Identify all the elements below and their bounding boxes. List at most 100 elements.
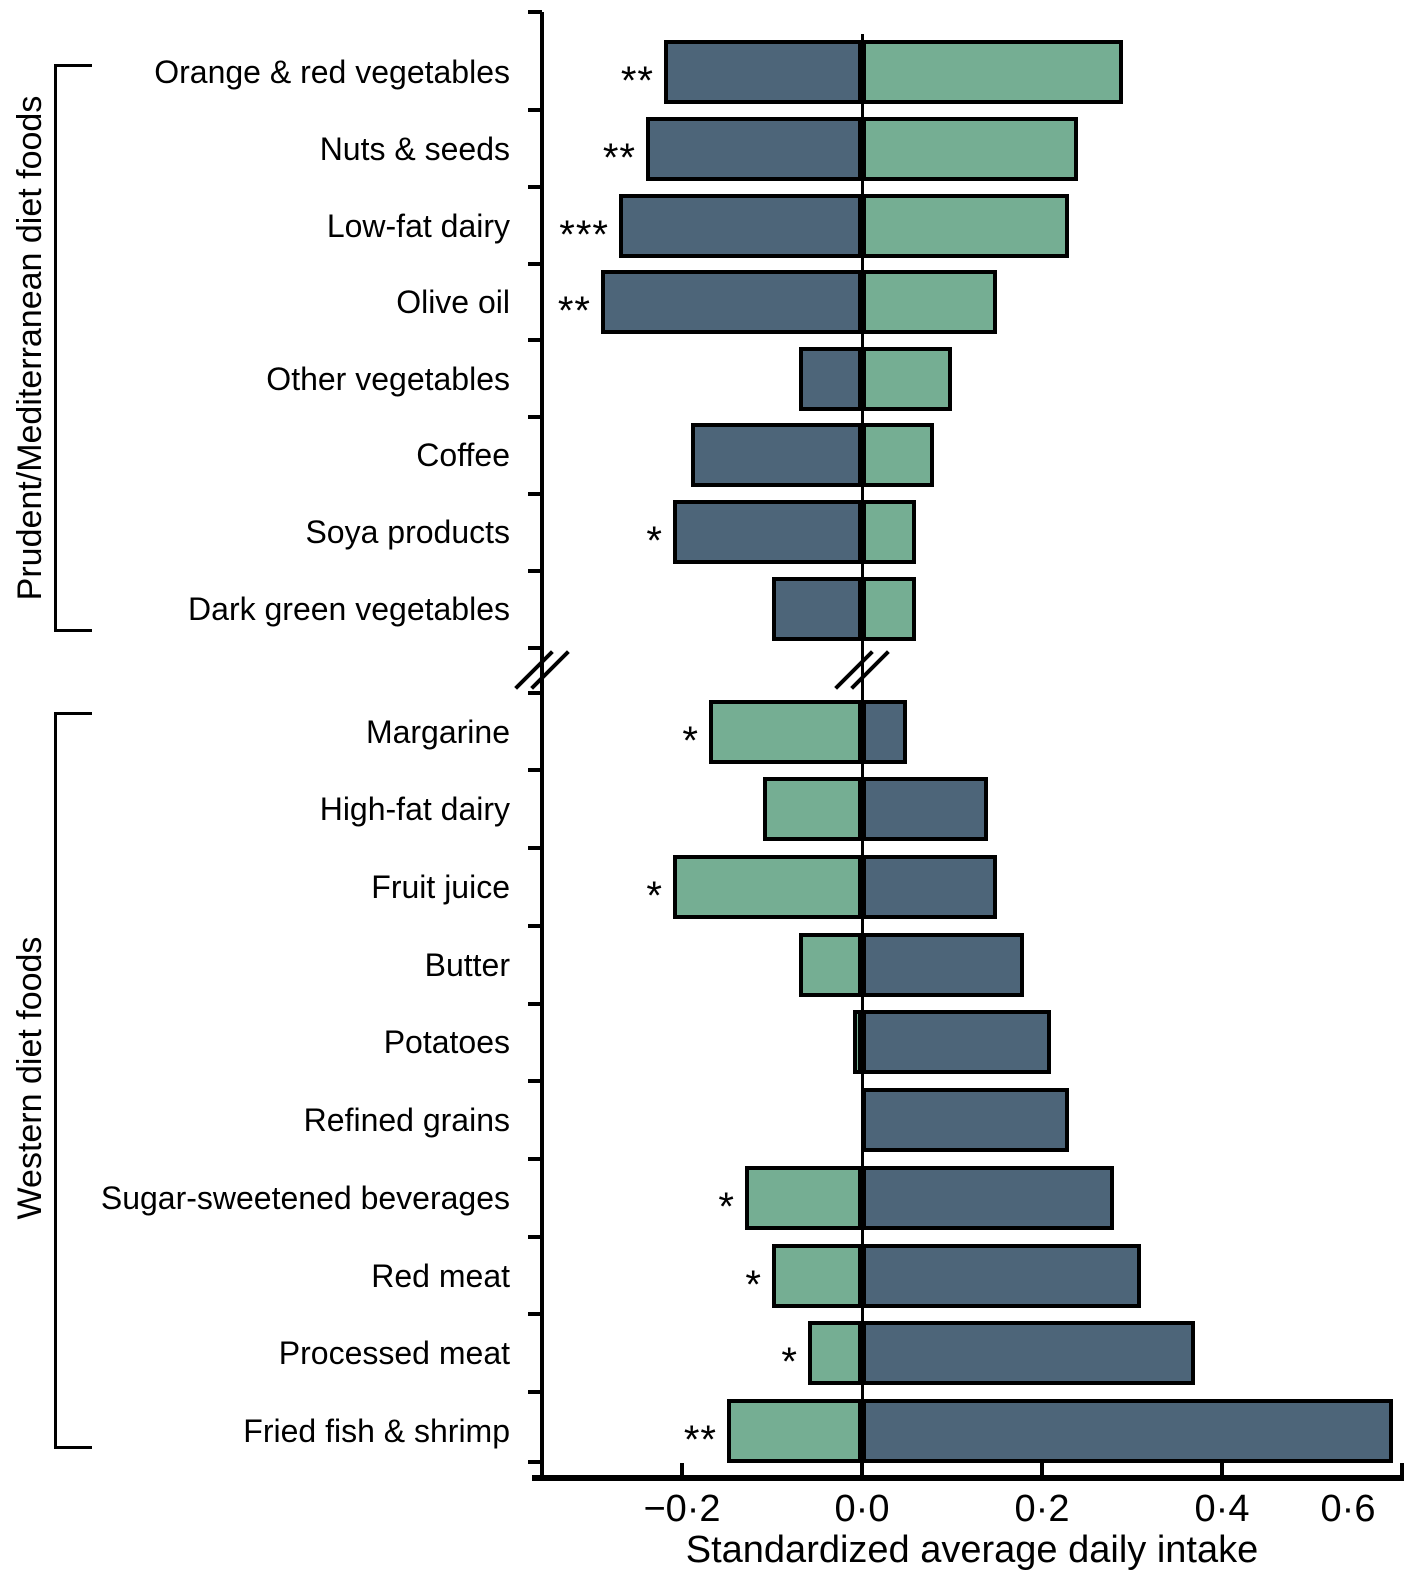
category-label: High-fat dairy bbox=[319, 791, 510, 827]
category-label: Orange & red vegetables bbox=[154, 54, 510, 90]
bracket-top-group-lower-tick bbox=[54, 629, 92, 632]
significance-stars-text: *** bbox=[559, 212, 609, 257]
x-axis-tick bbox=[1040, 1463, 1044, 1475]
significance-stars: * bbox=[646, 855, 663, 919]
bar-positive bbox=[862, 1010, 1051, 1074]
category-label: Low-fat dairy bbox=[326, 208, 510, 244]
significance-stars-text: * bbox=[745, 1262, 762, 1307]
x-axis-spine bbox=[532, 1475, 1404, 1481]
bar-negative bbox=[601, 270, 862, 334]
y-axis-tick bbox=[528, 569, 542, 573]
y-axis-tick bbox=[528, 1460, 542, 1464]
y-axis-spine bbox=[540, 12, 544, 1478]
y-axis-tick bbox=[528, 185, 542, 189]
category-label: Sugar-sweetened beverages bbox=[100, 1180, 510, 1216]
bar-negative bbox=[745, 1166, 862, 1230]
bar-positive bbox=[862, 270, 997, 334]
category-label: Potatoes bbox=[383, 1024, 510, 1060]
bar-positive bbox=[862, 855, 997, 919]
significance-stars-text: ** bbox=[602, 135, 636, 180]
y-axis-tick bbox=[528, 691, 542, 695]
y-axis-tick bbox=[528, 108, 542, 112]
category-label: Fruit juice bbox=[371, 869, 510, 905]
y-axis-tick bbox=[528, 10, 542, 14]
bar-negative bbox=[808, 1321, 862, 1385]
bar-positive bbox=[862, 1244, 1141, 1308]
y-axis-tick bbox=[528, 338, 542, 342]
bar-negative bbox=[772, 577, 862, 641]
y-axis-tick bbox=[528, 1235, 542, 1239]
bar-positive bbox=[862, 700, 907, 764]
y-axis-tick bbox=[528, 924, 542, 928]
bar-negative bbox=[727, 1399, 862, 1463]
bar-positive bbox=[862, 577, 916, 641]
significance-stars: ** bbox=[684, 1399, 717, 1463]
category-label: Dark green vegetables bbox=[188, 591, 510, 627]
significance-stars: * bbox=[718, 1166, 735, 1230]
bar-positive bbox=[862, 347, 952, 411]
significance-stars-text: ** bbox=[683, 1417, 717, 1462]
y-axis-tick bbox=[528, 768, 542, 772]
category-label: Butter bbox=[424, 947, 510, 983]
bracket-bottom-group-upper-tick bbox=[54, 712, 92, 715]
bar-positive bbox=[862, 500, 916, 564]
x-axis-title: Standardized average daily intake bbox=[685, 1529, 1259, 1571]
bar-positive bbox=[862, 40, 1123, 104]
bar-negative bbox=[799, 933, 862, 997]
significance-stars: ** bbox=[621, 40, 654, 104]
significance-stars: ** bbox=[603, 117, 636, 181]
category-label: Soya products bbox=[305, 514, 510, 550]
bar-positive bbox=[862, 777, 988, 841]
bar-negative bbox=[673, 500, 862, 564]
bar-negative bbox=[853, 1010, 862, 1074]
bracket-top-group bbox=[54, 64, 57, 632]
significance-stars-text: * bbox=[718, 1184, 735, 1229]
y-axis-tick bbox=[528, 492, 542, 496]
category-label: Refined grains bbox=[303, 1102, 510, 1138]
x-axis-tick bbox=[680, 1463, 684, 1475]
x-axis-tick bbox=[1220, 1463, 1224, 1475]
category-label: Processed meat bbox=[278, 1335, 510, 1371]
bar-negative bbox=[619, 194, 862, 258]
y-axis-tick bbox=[528, 415, 542, 419]
x-axis-tick bbox=[1400, 1463, 1404, 1475]
y-axis-tick bbox=[528, 1157, 542, 1161]
bar-negative bbox=[799, 347, 862, 411]
bar-positive bbox=[862, 933, 1024, 997]
y-axis-tick bbox=[528, 1002, 542, 1006]
bracket-bottom-group bbox=[54, 712, 57, 1449]
significance-stars-text: ** bbox=[557, 288, 591, 333]
bracket-bottom-group-lower-tick bbox=[54, 1446, 92, 1449]
significance-stars: *** bbox=[559, 194, 609, 258]
significance-stars-text: ** bbox=[620, 58, 654, 103]
bar-positive bbox=[862, 1399, 1393, 1463]
x-axis-tick bbox=[860, 1463, 864, 1475]
bar-negative bbox=[646, 117, 862, 181]
significance-stars: * bbox=[682, 700, 699, 764]
bar-positive bbox=[862, 423, 934, 487]
y-axis-tick bbox=[528, 846, 542, 850]
significance-stars-text: * bbox=[646, 518, 663, 563]
y-axis-tick bbox=[528, 1079, 542, 1083]
group-label-western: Western diet foods bbox=[11, 936, 49, 1220]
bracket-top-group-upper-tick bbox=[54, 64, 92, 67]
x-axis-tick-label: 0·6 bbox=[1320, 1488, 1376, 1530]
x-axis-tick-label: 0·4 bbox=[1194, 1488, 1250, 1530]
y-axis-tick bbox=[528, 1312, 542, 1316]
bar-negative bbox=[691, 423, 862, 487]
bar-positive bbox=[862, 1321, 1195, 1385]
category-label: Nuts & seeds bbox=[319, 131, 510, 167]
bar-negative bbox=[772, 1244, 862, 1308]
bar-positive bbox=[862, 1166, 1114, 1230]
significance-stars-text: * bbox=[781, 1339, 798, 1384]
y-axis-tick bbox=[528, 1390, 542, 1394]
category-label: Red meat bbox=[371, 1258, 510, 1294]
x-axis-tick-label: 0·2 bbox=[1014, 1488, 1070, 1530]
bar-positive bbox=[862, 194, 1069, 258]
significance-stars: * bbox=[646, 500, 663, 564]
bar-negative bbox=[664, 40, 862, 104]
bar-negative bbox=[673, 855, 862, 919]
category-label: Other vegetables bbox=[266, 361, 510, 397]
bar-positive bbox=[862, 117, 1078, 181]
